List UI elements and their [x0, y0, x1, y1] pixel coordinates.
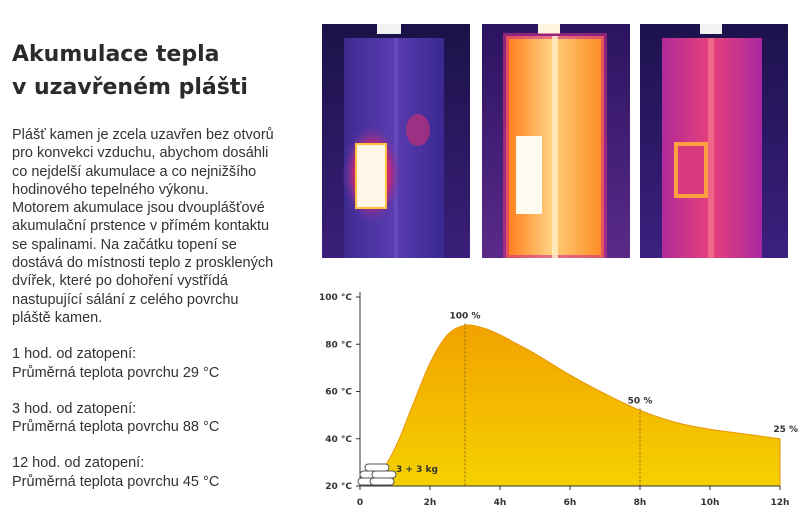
y-tick-label: 80 °C — [325, 340, 352, 350]
reading-time-12h: 12 hod. od zatopení: — [12, 455, 145, 472]
reading-time-1h: 1 hod. od zatopení: — [12, 346, 137, 363]
reading-time-3h: 3 hod. od zatopení: — [12, 400, 137, 417]
description-line: pro konvekci vzduchu, abychom dosáhli — [12, 145, 269, 162]
thermal-image-12h — [640, 24, 788, 258]
description-line: Plášť kamen je zcela uzavřen bez otvorů — [12, 127, 274, 143]
description-line: nastupující sálání z celého povrchu — [12, 291, 239, 308]
description-line: co nejdelší akumulace a co nejnižšího — [12, 163, 257, 180]
description-line: dostává do místnosti teplo z prosklených — [12, 255, 274, 272]
x-tick-label: 2h — [424, 498, 437, 508]
annotation-label: 50 % — [628, 396, 653, 406]
description-line: Motorem akumulace jsou dvouplášťové — [12, 200, 265, 217]
fuel-label: 3 + 3 kg — [396, 465, 438, 475]
y-tick-label: 40 °C — [325, 435, 352, 445]
x-tick-label: 0 — [357, 498, 363, 508]
description-line: dvířek, které po dohoření vystřídá — [12, 273, 228, 290]
x-tick-label: 12h — [771, 498, 790, 508]
x-tick-label: 4h — [494, 498, 507, 508]
firewood-icon — [357, 463, 397, 486]
reading-temp-1h: Průměrná teplota povrchu 29 °C — [12, 364, 220, 381]
x-tick-label: 8h — [634, 498, 647, 508]
y-tick-label: 100 °C — [319, 293, 352, 303]
thermal-image-1h — [322, 24, 470, 258]
y-tick-label: 60 °C — [325, 388, 352, 398]
annotation-label: 25 % — [773, 425, 798, 435]
description-line: akumulační prstence v přímém kontaktu — [12, 218, 270, 235]
title-line-2: v uzavřeném plášti — [12, 75, 248, 100]
description-block: Plášť kamen je zcela uzavřen bez otvorů … — [12, 126, 312, 491]
description-line: pláště kamen. — [12, 309, 103, 326]
reading-temp-12h: Průměrná teplota povrchu 45 °C — [12, 473, 220, 490]
description-line: se spalinami. Na začátku topení se — [12, 236, 237, 253]
x-tick-label: 10h — [701, 498, 720, 508]
title-line-1: Akumulace tepla — [12, 42, 220, 67]
y-tick-label: 20 °C — [325, 482, 352, 492]
thermal-image-3h — [482, 24, 630, 258]
reading-temp-3h: Průměrná teplota povrchu 88 °C — [12, 419, 220, 436]
description-line: hodinového tepelného výkonu. — [12, 181, 209, 198]
page-title: Akumulace tepla v uzavřeném plášti — [12, 38, 248, 104]
temperature-area — [359, 324, 781, 487]
x-tick-label: 6h — [564, 498, 577, 508]
annotation-label: 100 % — [450, 311, 481, 321]
